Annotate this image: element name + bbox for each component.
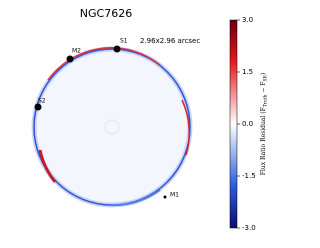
colorbar-tick-label: 0.0 xyxy=(242,120,253,128)
marker-label: S1 xyxy=(120,38,128,45)
marker-label: S2 xyxy=(38,98,46,105)
label-part: Flux Ratio Residual (F xyxy=(260,107,267,175)
colorbar-label: Flux Ratio Residual (FTruth − FSE) xyxy=(260,73,269,176)
label-part: − F xyxy=(260,81,267,94)
colorbar-tick-label: -1.5 xyxy=(242,172,256,180)
colorbar-tick-label: 1.5 xyxy=(242,68,253,76)
label-sub: Truth xyxy=(262,94,268,107)
chart-title: NGC7626 xyxy=(80,7,132,20)
marker-label: M1 xyxy=(170,192,179,199)
chart: NGC7626 S1 M2 S2 M1 2.96x2.96 arcsec Flu… xyxy=(31,7,269,232)
colorbar-tick-label: -3.0 xyxy=(242,224,256,232)
residual-image xyxy=(31,45,193,208)
marker-label: M2 xyxy=(72,48,81,55)
label-sub: SE xyxy=(262,75,268,81)
annotation: 2.96x2.96 arcsec xyxy=(140,37,200,45)
colorbar xyxy=(229,19,238,229)
colorbar-tick-label: 3.0 xyxy=(242,16,253,24)
label-part: ) xyxy=(260,73,267,75)
